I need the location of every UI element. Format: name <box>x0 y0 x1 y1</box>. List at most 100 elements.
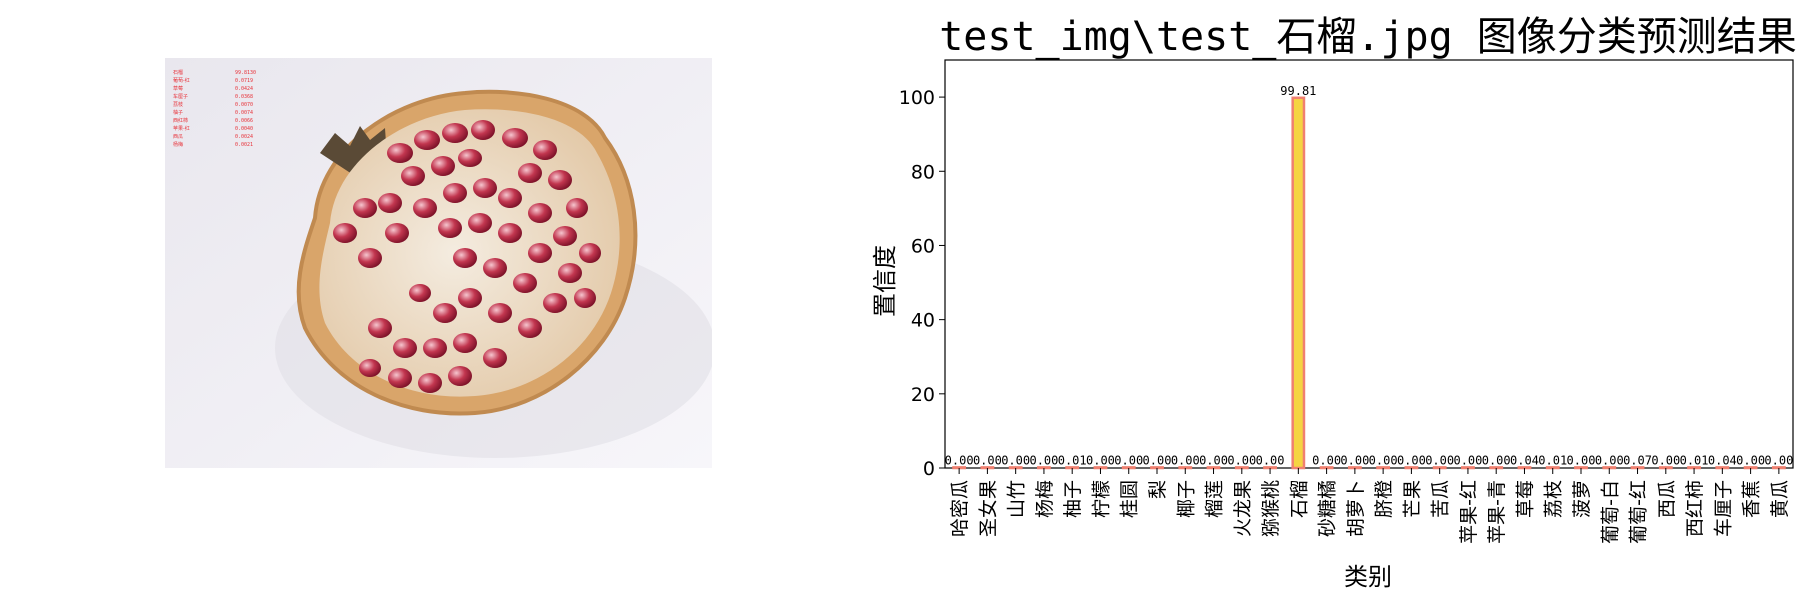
bar <box>1630 466 1645 470</box>
overlay-value: 99.8130 <box>235 70 256 76</box>
bar <box>1743 466 1758 470</box>
y-tick-label: 100 <box>899 87 935 109</box>
chart-title: test_img\test_石榴.jpg 图像分类预测结果 <box>939 14 1797 60</box>
x-tick-label: 柚子 <box>1062 480 1084 518</box>
x-tick-label: 杨梅 <box>1034 480 1056 518</box>
bar-value-label: 0.00 <box>1764 453 1793 467</box>
pomegranate-photo: 石榴 99.8130 葡萄-红 0.0719 草莓 0.0424 车厘子 0.0368 荔枝 0.… <box>165 58 715 468</box>
y-tick-label: 20 <box>911 384 935 406</box>
bar-value-label: 0.00 <box>1651 453 1680 467</box>
x-tick-label: 车厘子 <box>1712 480 1734 537</box>
plot-frame <box>944 59 1794 469</box>
x-tick-label: 黄瓜 <box>1769 480 1791 518</box>
bar-value-label: 0.00 <box>1199 453 1228 467</box>
x-tick-label: 桂圆 <box>1119 480 1141 518</box>
x-tick-label: 火龙果 <box>1232 480 1254 537</box>
x-tick-label: 葡萄-红 <box>1628 480 1650 544</box>
y-tick-label: 60 <box>911 235 935 257</box>
overlay-value: 0.0040 <box>235 126 253 132</box>
bar-value-label: 0.00 <box>1369 453 1398 467</box>
overlay-value: 0.0074 <box>235 110 253 116</box>
y-tick-label: 80 <box>911 161 935 183</box>
x-tick-label: 柠檬 <box>1090 480 1112 518</box>
bar-value-label: 0.00 <box>1340 453 1369 467</box>
bar-value-label: 0.01 <box>1058 453 1087 467</box>
photo-canvas: 石榴 99.8130 葡萄-红 0.0719 草莓 0.0424 车厘子 0.0368 荔枝 0.… <box>165 58 715 468</box>
x-tick-label: 山竹 <box>1006 480 1028 518</box>
arils <box>333 120 601 393</box>
x-tick-label: 苹果-青 <box>1486 480 1508 544</box>
bar <box>1206 466 1221 470</box>
bar-value-label: 0.00 <box>1736 453 1765 467</box>
overlay-label: 柚子 <box>173 109 183 116</box>
bar <box>1602 466 1617 470</box>
x-tick-label: 香蕉 <box>1741 480 1763 518</box>
bar-value-label: 0.00 <box>1567 453 1596 467</box>
x-axis-label: 类别 <box>1344 563 1392 591</box>
overlay-label: 杨梅 <box>173 141 183 148</box>
overlay-label: 苹果-红 <box>173 125 190 132</box>
x-tick-label: 脐橙 <box>1373 480 1395 518</box>
bar <box>1037 466 1051 470</box>
overlay-label: 荔枝 <box>173 101 183 108</box>
y-tick-label: 0 <box>923 458 935 480</box>
bar <box>1347 466 1362 470</box>
x-tick-label: 西瓜 <box>1656 480 1678 518</box>
x-tick-label: 椰子 <box>1175 480 1197 518</box>
bar-value-label: 0.00 <box>1227 453 1256 467</box>
bar <box>1150 466 1164 470</box>
bar-value-label: 0.00 <box>1256 453 1285 467</box>
bar-value-label: 0.07 <box>1623 453 1652 467</box>
bar-value-label: 99.81 <box>1280 84 1316 98</box>
overlay-value: 0.0066 <box>235 118 253 124</box>
overlay-value: 0.0424 <box>235 86 253 92</box>
bar-value-label: 0.00 <box>1397 453 1426 467</box>
overlay-value: 0.0024 <box>235 134 253 140</box>
x-tick-label: 苦瓜 <box>1430 480 1452 518</box>
bar <box>952 466 967 470</box>
bar <box>1517 466 1532 470</box>
x-tick-label: 榴莲 <box>1204 480 1226 518</box>
overlay-value: 0.0719 <box>235 78 253 84</box>
x-tick-label: 石榴 <box>1288 480 1310 518</box>
bar <box>1432 466 1447 470</box>
x-tick-label: 梨 <box>1147 480 1169 499</box>
bar-value-label: 0.01 <box>1680 453 1709 467</box>
x-tick-label: 猕猴桃 <box>1260 480 1282 537</box>
overlay-label: 西瓜 <box>173 134 183 140</box>
bar-value-label: 0.00 <box>945 453 974 467</box>
overlay-value: 0.0368 <box>235 94 253 100</box>
overlay-label: 石榴 <box>173 69 183 76</box>
bar-value-label: 0.04 <box>1510 453 1539 467</box>
overlay-label: 草莓 <box>173 85 183 92</box>
overlay-label: 西红柿 <box>173 117 188 124</box>
y-tick-label: 40 <box>911 310 935 332</box>
x-tick-label: 砂糖橘 <box>1317 480 1339 537</box>
bar <box>1404 466 1419 470</box>
bar <box>1263 466 1277 470</box>
x-tick-label: 苹果-红 <box>1458 480 1480 544</box>
bar-value-label: 0.00 <box>1114 453 1143 467</box>
bar-value-label: 0.00 <box>973 453 1002 467</box>
x-tick-label: 菠萝 <box>1571 480 1593 518</box>
bar <box>1291 96 1306 470</box>
bar <box>1545 466 1560 470</box>
bar <box>1234 466 1249 470</box>
bar-value-label: 0.00 <box>1086 453 1115 467</box>
x-tick-label: 草莓 <box>1514 480 1536 518</box>
bar <box>1574 466 1588 470</box>
plot-area: 0204060801000.00哈密瓜0.00圣女果0.00山竹0.00杨梅0.… <box>899 59 1794 544</box>
overlay-label: 葡萄-红 <box>173 77 190 84</box>
overlay-value: 0.0070 <box>235 102 253 108</box>
bar-value-label: 0.04 <box>1708 453 1737 467</box>
bar-value-label: 0.00 <box>1143 453 1172 467</box>
x-tick-label: 胡萝卜 <box>1345 480 1367 537</box>
bar <box>1093 466 1108 470</box>
bar-value-label: 0.00 <box>1312 453 1341 467</box>
bar-value-label: 0.00 <box>1029 453 1058 467</box>
x-tick-label: 圣女果 <box>977 480 999 537</box>
bar-value-label: 0.00 <box>1595 453 1624 467</box>
bar <box>1771 466 1786 470</box>
x-tick-label: 西红柿 <box>1684 480 1706 537</box>
